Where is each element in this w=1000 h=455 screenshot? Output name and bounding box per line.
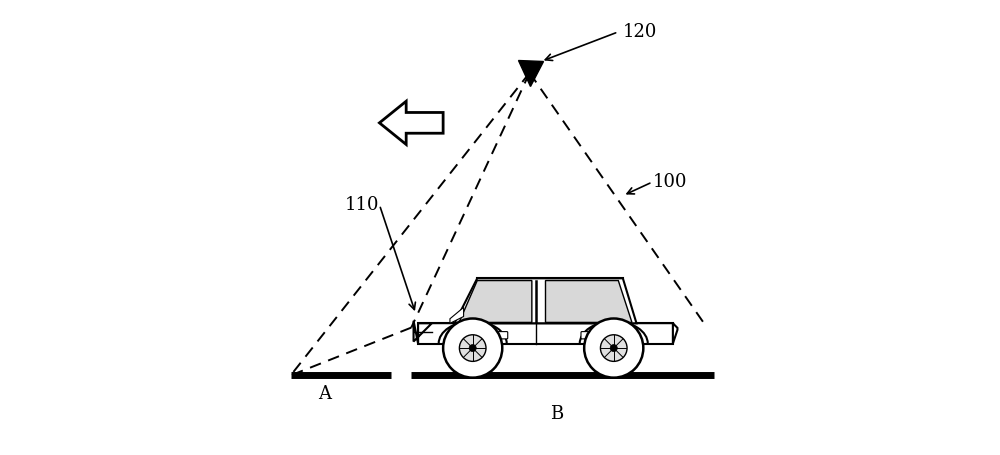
Polygon shape <box>414 321 432 344</box>
Polygon shape <box>379 101 443 145</box>
Polygon shape <box>673 324 677 344</box>
Circle shape <box>459 335 486 361</box>
FancyBboxPatch shape <box>581 332 594 339</box>
Polygon shape <box>459 281 532 323</box>
Text: 120: 120 <box>623 23 657 41</box>
FancyBboxPatch shape <box>495 332 508 339</box>
Text: A: A <box>318 384 331 403</box>
Polygon shape <box>454 278 637 324</box>
Text: 100: 100 <box>652 173 687 191</box>
Text: B: B <box>550 405 564 423</box>
Polygon shape <box>418 324 673 344</box>
Polygon shape <box>546 281 632 323</box>
Circle shape <box>600 335 627 361</box>
Text: 110: 110 <box>345 196 379 214</box>
Circle shape <box>469 344 476 352</box>
Polygon shape <box>450 308 464 324</box>
Circle shape <box>443 318 502 378</box>
Circle shape <box>610 344 617 352</box>
Circle shape <box>584 318 643 378</box>
